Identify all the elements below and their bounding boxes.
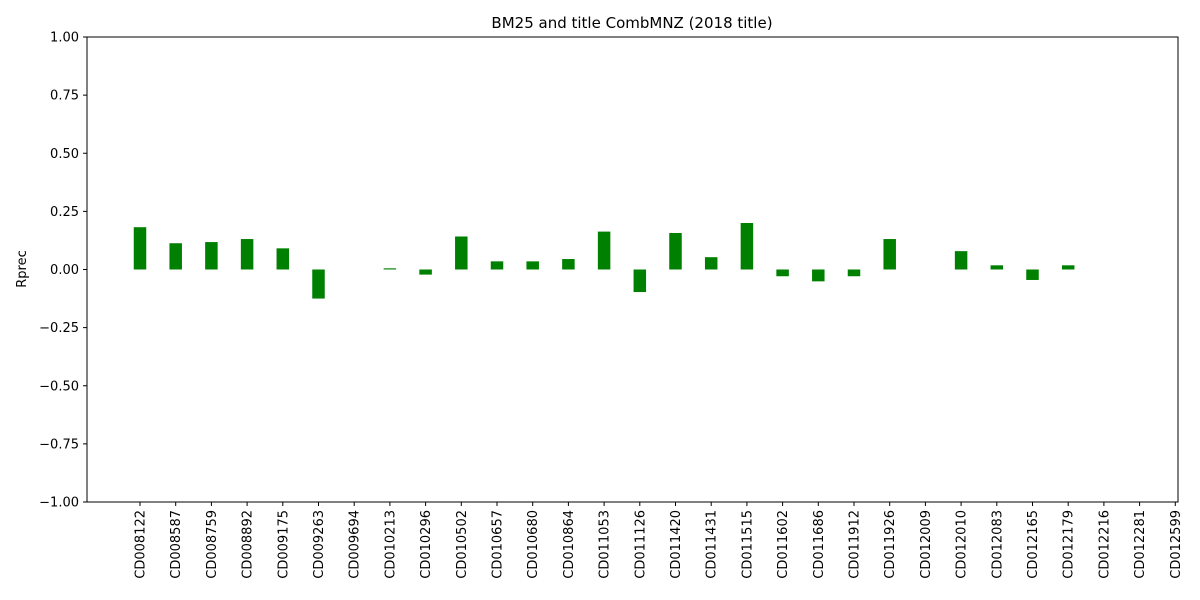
bar bbox=[740, 223, 754, 270]
bar bbox=[1061, 265, 1075, 270]
y-tick-label: 0.25 bbox=[50, 205, 79, 220]
x-tick-label: CD010680 bbox=[526, 510, 541, 579]
x-tick-label: CD010657 bbox=[491, 510, 506, 579]
x-tick-label: CD008587 bbox=[169, 510, 184, 579]
x-tick-label: CD012165 bbox=[1026, 510, 1041, 579]
x-tick-label: CD011431 bbox=[705, 510, 720, 579]
x-tick-label: CD011126 bbox=[633, 510, 648, 579]
chart-title: BM25 and title CombMNZ (2018 title) bbox=[491, 14, 772, 32]
x-tick-label: CD010502 bbox=[455, 510, 470, 579]
bar bbox=[1026, 269, 1039, 280]
plot-frame bbox=[86, 36, 1179, 503]
bar bbox=[455, 236, 468, 270]
y-tick-label: 0.00 bbox=[50, 263, 79, 278]
x-tick-label: CD012216 bbox=[1097, 510, 1112, 579]
x-tick-label: CD012010 bbox=[955, 510, 970, 579]
x-axis: CD008122 CD008587 CD008759 CD008892 CD009175… bbox=[134, 502, 1184, 579]
y-axis-label: Rprec bbox=[15, 250, 30, 288]
bar bbox=[490, 261, 504, 270]
bar bbox=[704, 257, 718, 270]
x-tick-label: CD012179 bbox=[1062, 510, 1077, 579]
x-tick-label: CD011053 bbox=[598, 510, 613, 579]
bar bbox=[847, 269, 861, 277]
y-axis: 1.00 0.75 0.50 0.25 0.00 −0.25 −0.50 −0.75 −1.00 bbox=[39, 31, 87, 511]
y-tick-label: −0.25 bbox=[39, 321, 79, 336]
bar bbox=[276, 248, 290, 270]
x-tick-label: CD010296 bbox=[419, 510, 434, 579]
x-tick-label: CD012083 bbox=[990, 510, 1005, 579]
bar bbox=[133, 227, 147, 270]
x-tick-label: CD011420 bbox=[669, 510, 684, 579]
bar bbox=[419, 269, 432, 275]
bar bbox=[312, 269, 325, 299]
y-tick-label: −0.50 bbox=[39, 379, 79, 394]
x-tick-label: CD009694 bbox=[348, 510, 363, 579]
x-tick-label: CD008122 bbox=[134, 510, 149, 579]
bar bbox=[240, 239, 254, 270]
x-tick-label: CD012599 bbox=[1169, 510, 1184, 579]
y-tick-label: −0.75 bbox=[39, 437, 79, 452]
x-tick-label: CD009263 bbox=[312, 510, 327, 579]
y-tick-label: −1.00 bbox=[39, 496, 79, 511]
y-tick-label: 0.50 bbox=[50, 147, 79, 162]
bars-group bbox=[133, 223, 1075, 299]
bar bbox=[954, 251, 968, 270]
bar bbox=[597, 231, 611, 270]
bar bbox=[883, 239, 896, 270]
bar bbox=[669, 232, 682, 270]
bar bbox=[169, 243, 182, 270]
x-tick-label: CD010213 bbox=[383, 510, 398, 579]
x-tick-label: CD011515 bbox=[740, 510, 755, 579]
bar bbox=[776, 269, 789, 277]
bar bbox=[383, 268, 397, 270]
bar bbox=[812, 269, 825, 282]
x-tick-label: CD011926 bbox=[883, 510, 898, 579]
bar bbox=[633, 269, 647, 293]
x-tick-label: CD012281 bbox=[1133, 510, 1148, 579]
x-tick-label: CD011686 bbox=[812, 510, 827, 579]
bar bbox=[526, 261, 539, 270]
y-tick-label: 1.00 bbox=[50, 31, 79, 46]
x-tick-label: CD008759 bbox=[205, 510, 220, 579]
x-tick-label: CD011912 bbox=[848, 510, 863, 579]
x-tick-label: CD011602 bbox=[776, 510, 791, 579]
x-tick-label: CD009175 bbox=[276, 510, 291, 579]
x-tick-label: CD012009 bbox=[919, 510, 934, 579]
bar bbox=[562, 259, 575, 270]
y-tick-label: 0.75 bbox=[50, 89, 79, 104]
x-tick-label: CD008892 bbox=[241, 510, 256, 579]
x-tick-label: CD010864 bbox=[562, 510, 577, 579]
bar bbox=[990, 265, 1004, 270]
bar bbox=[205, 242, 218, 270]
